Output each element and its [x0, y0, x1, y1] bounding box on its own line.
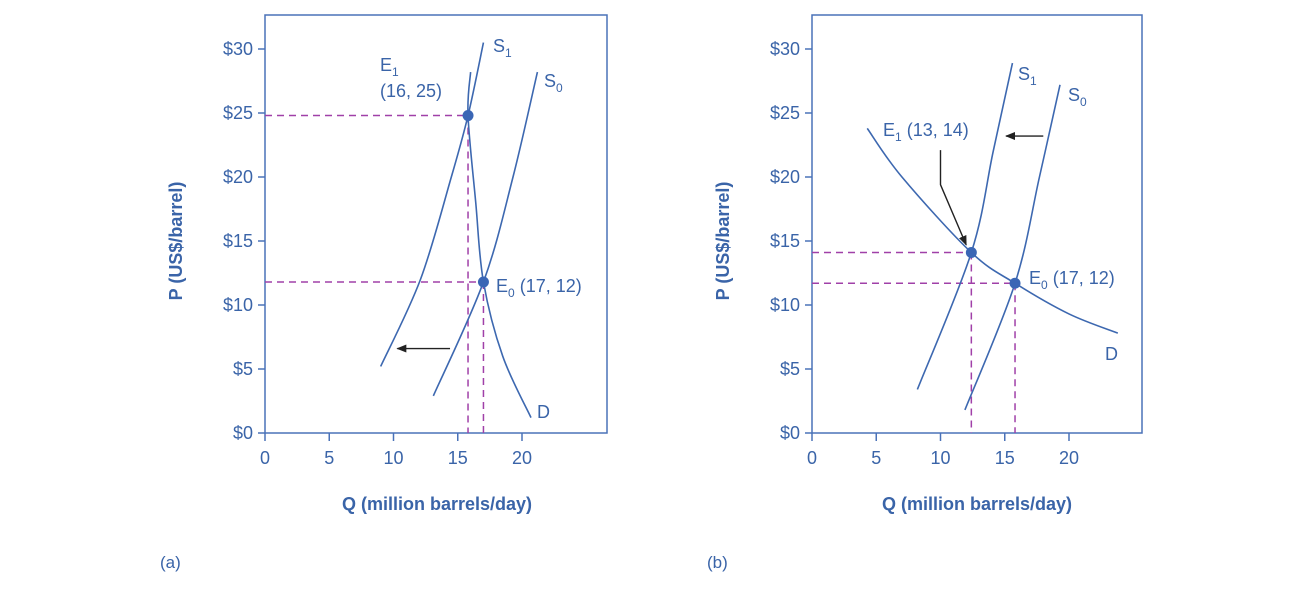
- panel-a-guide-E1: [265, 114, 469, 433]
- panel-b-shift-arrow: [939, 150, 967, 246]
- panel-a-xtick-label: 0: [260, 448, 270, 468]
- panel-b-plot-frame: [811, 14, 1143, 434]
- panel-b-point-E0: [1009, 277, 1021, 289]
- panel-b-ytick-label: $5: [780, 359, 800, 379]
- panel-a-ytick-label: $25: [223, 103, 253, 123]
- panel-a-plot-frame: [264, 14, 608, 434]
- panel-a-point-label-E1: E1: [380, 55, 399, 79]
- panel-a-point-E0: [477, 276, 489, 288]
- panel-a-label: (a): [160, 553, 181, 572]
- panel-a-point-label-E0: E0 (17, 12): [496, 276, 582, 300]
- panel-a-xtick-label: 20: [512, 448, 532, 468]
- panel-b-curve-label-S0: S0: [1068, 85, 1087, 109]
- panel-b-curve-S1: [916, 62, 1014, 390]
- panel-a-point-coords-E1: (16, 25): [380, 81, 442, 101]
- panel-b-xtick-label: 15: [995, 448, 1015, 468]
- panel-a-xtick-label: 15: [448, 448, 468, 468]
- panel-a-curve-label-S0: S0: [544, 71, 563, 95]
- panel-b-curve-label-S1: S1: [1018, 64, 1037, 88]
- panel-a-curve-label-D: D: [537, 402, 550, 422]
- panel-a-xtick-label: 10: [383, 448, 403, 468]
- panel-a-ytick-label: $15: [223, 231, 253, 251]
- panel-b-curve-D: [866, 127, 1119, 334]
- panel-a-curve-D: [467, 71, 532, 418]
- panel-b-ytick-label: $0: [780, 423, 800, 443]
- panel-b-xtick-label: 20: [1059, 448, 1079, 468]
- panel-b-xtick-label: 5: [871, 448, 881, 468]
- panel-b-xtick-label: 10: [930, 448, 950, 468]
- panel-b-ytick-label: $30: [770, 39, 800, 59]
- panel-a-ytick-label: $0: [233, 423, 253, 443]
- panel-a-ytick-label: $20: [223, 167, 253, 187]
- panel-a-ytick-label: $5: [233, 359, 253, 379]
- panel-b-point-E1: [965, 247, 977, 259]
- panel-a-guide-E0: [265, 281, 485, 433]
- panel-a-curve-S1: [379, 42, 485, 367]
- panel-a-ytick-label: $30: [223, 39, 253, 59]
- panel-b-guide-E0: [812, 282, 1016, 433]
- panel-b-ytick-label: $15: [770, 231, 800, 251]
- panel-a-ytick-label: $10: [223, 295, 253, 315]
- panel-b-label: (b): [707, 553, 728, 572]
- panel-b-y-axis-label: P (US$/barrel): [713, 182, 733, 301]
- panel-b-ytick-label: $20: [770, 167, 800, 187]
- panel-a-point-E1: [462, 110, 474, 122]
- panel-b-x-axis-label: Q (million barrels/day): [882, 494, 1072, 514]
- panel-b-xtick-label: 0: [807, 448, 817, 468]
- panel-b-point-label-E1: E1 (13, 14): [883, 120, 969, 144]
- panel-a-xtick-label: 5: [324, 448, 334, 468]
- panel-b-curve-label-D: D: [1105, 344, 1118, 364]
- panel-b-ytick-label: $10: [770, 295, 800, 315]
- panel-b-guide-E1: [812, 251, 973, 433]
- panel-a-curve-label-S1: S1: [493, 36, 512, 60]
- panel-b-ytick-label: $25: [770, 103, 800, 123]
- panel-b-curve-S0: [964, 84, 1061, 411]
- panel-a-x-axis-label: Q (million barrels/day): [342, 494, 532, 514]
- panel-b-point-label-E0: E0 (17, 12): [1029, 268, 1115, 292]
- panel-a-curve-S0: [432, 71, 539, 397]
- panel-a-y-axis-label: P (US$/barrel): [166, 182, 186, 301]
